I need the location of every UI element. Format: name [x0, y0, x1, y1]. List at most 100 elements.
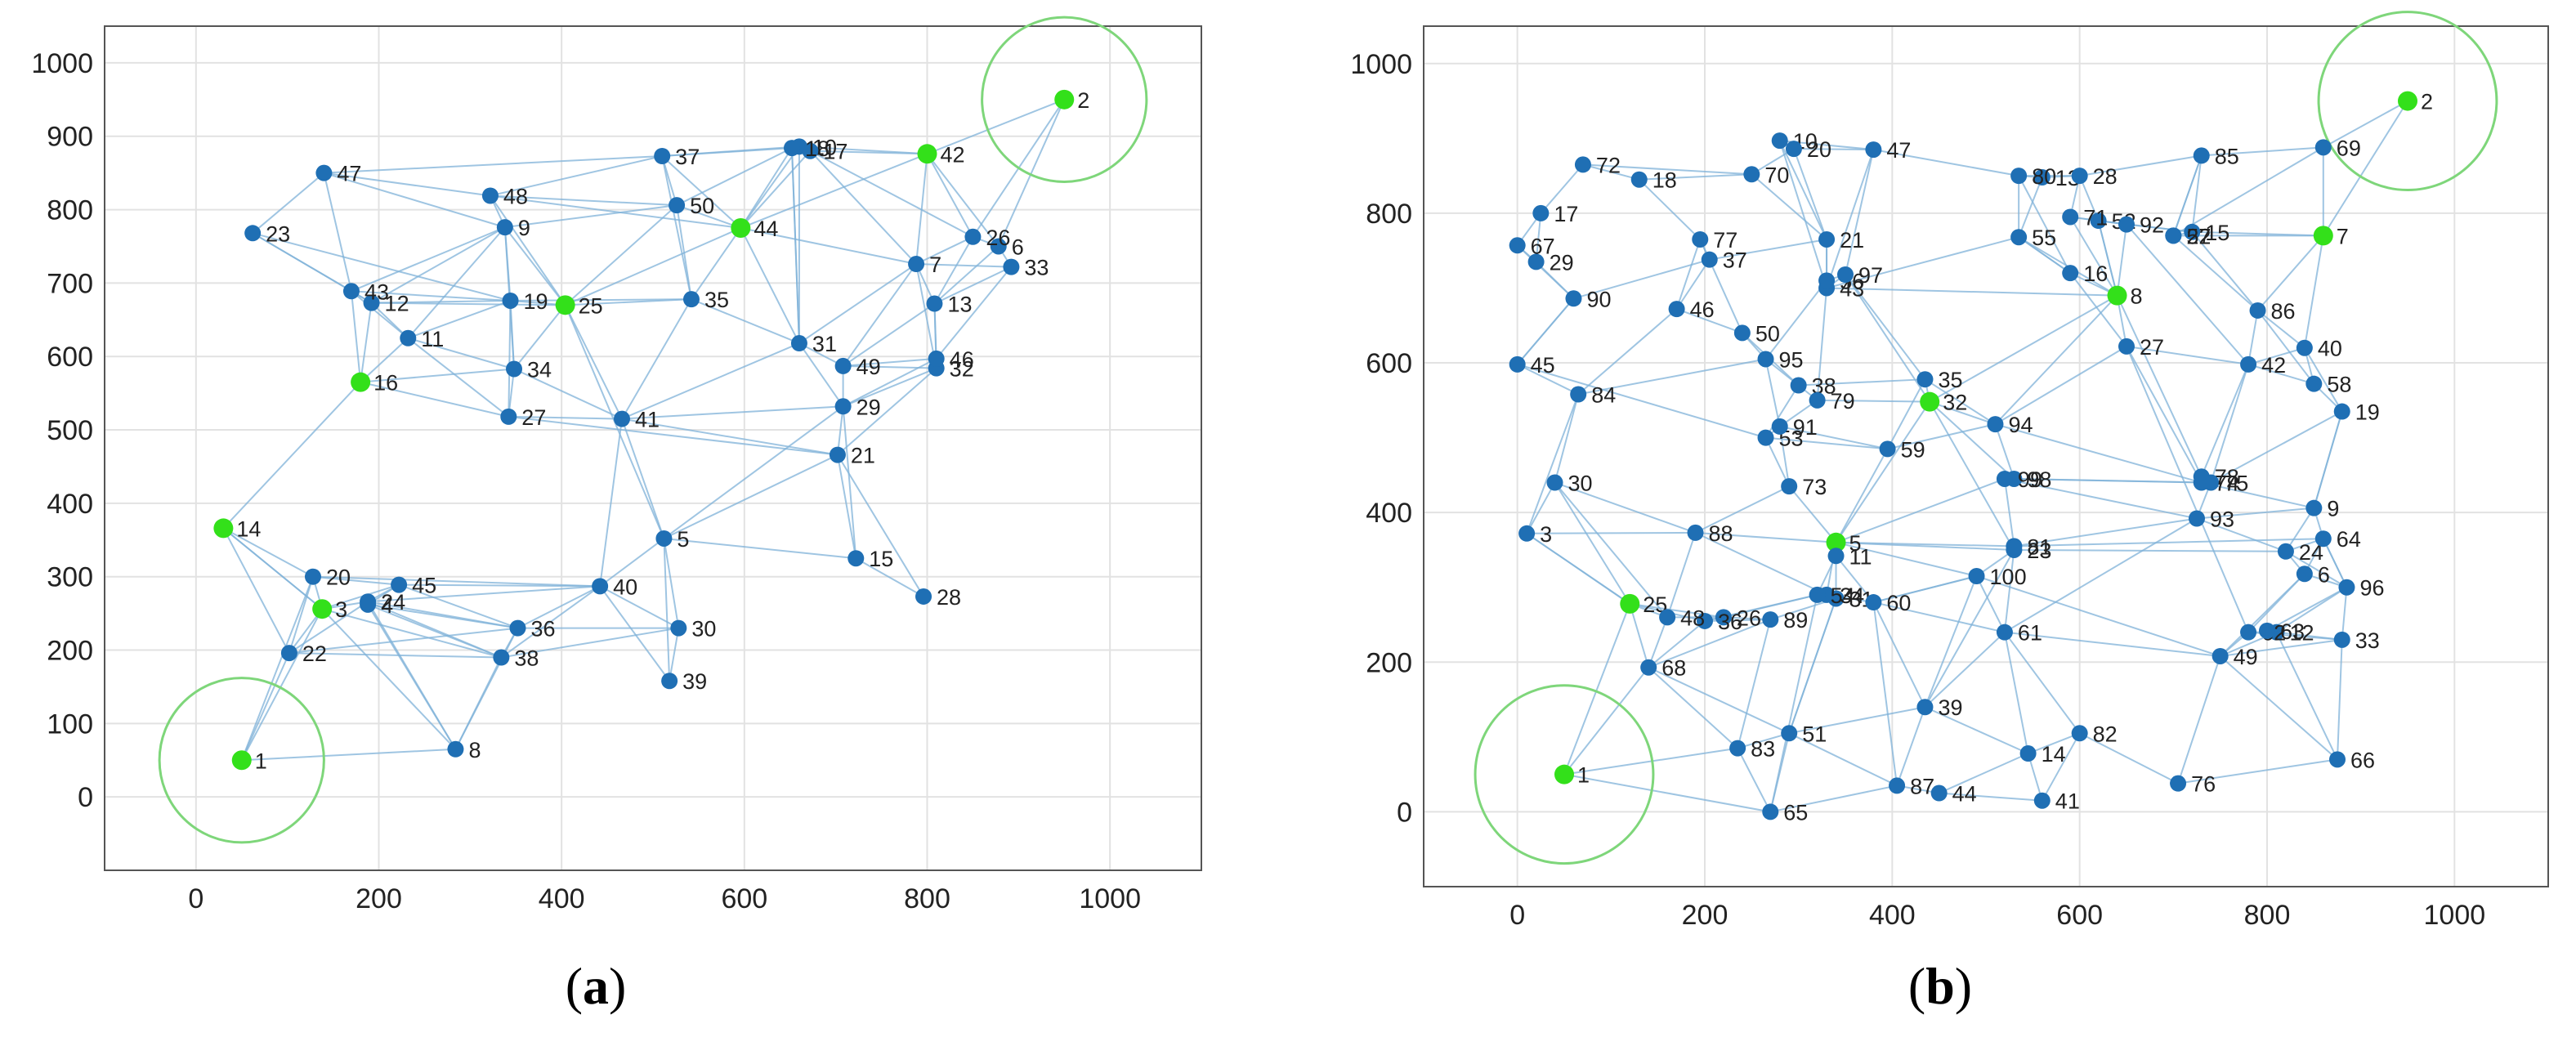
edge: [1695, 531, 1827, 596]
edge: [351, 290, 511, 302]
edge: [2126, 346, 2249, 633]
node-label: 32: [1943, 391, 1967, 415]
node-label: 45: [412, 574, 436, 598]
node-label: 40: [613, 574, 637, 599]
edge: [360, 302, 373, 382]
edge: [371, 226, 506, 304]
node-label: 5: [677, 527, 689, 552]
node: [2170, 775, 2187, 792]
node: [1733, 324, 1751, 342]
edge: [360, 381, 509, 418]
grid: [1424, 26, 2548, 887]
edge: [367, 601, 457, 750]
edge: [2256, 310, 2305, 349]
node-label: 14: [236, 516, 261, 541]
node: [670, 619, 687, 637]
edge: [1779, 425, 1888, 450]
edge: [1695, 485, 1790, 534]
node-label: 36: [1718, 610, 1742, 634]
x-tick-label: 1000: [2424, 900, 2486, 931]
edge: [790, 148, 800, 344]
edge: [1872, 601, 1926, 708]
edge: [222, 527, 323, 610]
node: [1527, 253, 1545, 270]
node: [2314, 530, 2332, 548]
edge: [240, 608, 324, 761]
edge: [1648, 617, 1669, 668]
edge: [1929, 400, 2015, 480]
edge: [663, 538, 680, 628]
node-label: 37: [1723, 248, 1747, 273]
node: [1916, 371, 1934, 388]
node: [1818, 272, 1836, 289]
node: [1865, 594, 1882, 611]
y-tick-label: 1000: [31, 48, 93, 79]
node-label: 46: [950, 347, 974, 372]
node: [1565, 290, 1582, 307]
node-label: 83: [1751, 737, 1775, 762]
edge: [837, 367, 937, 456]
node: [304, 568, 321, 585]
node: [2189, 510, 2205, 527]
edge: [1827, 287, 2118, 297]
node-label: 50: [690, 194, 714, 218]
node-label: 30: [1568, 472, 1593, 496]
node: [834, 398, 852, 415]
y-tick-label: 200: [1366, 647, 1412, 678]
edge: [599, 585, 679, 629]
node-label: 37: [675, 145, 700, 169]
edge: [1788, 732, 1898, 787]
node-label: 26: [1737, 606, 1761, 630]
edge: [1695, 531, 1836, 543]
y-tick-label: 700: [47, 268, 93, 299]
edge: [2256, 310, 2315, 385]
node: [2010, 168, 2028, 185]
node-label: 1: [1577, 763, 1590, 788]
edge: [288, 627, 518, 655]
edge: [1517, 363, 1579, 396]
edge: [1778, 140, 1827, 240]
edge: [798, 342, 844, 407]
node: [908, 256, 925, 273]
node-label: 54: [1831, 583, 1855, 608]
y-tick-label: 800: [47, 195, 93, 226]
node-label: 34: [1840, 583, 1864, 608]
edge: [1527, 531, 1696, 534]
node: [280, 645, 297, 662]
edge: [855, 557, 924, 597]
node-label: 33: [1024, 256, 1049, 280]
plot-area: [1424, 26, 2548, 887]
node: [2338, 579, 2355, 596]
y-tick-label: 1000: [1350, 49, 1412, 80]
edge: [2004, 517, 2198, 633]
edge: [662, 147, 793, 157]
edge: [1516, 244, 1575, 300]
node-label: 21: [851, 444, 875, 468]
node: [2333, 403, 2350, 420]
edge: [508, 415, 839, 456]
edge: [1835, 401, 1931, 543]
edge: [1709, 238, 1827, 261]
node: [2329, 751, 2346, 768]
edge: [1676, 308, 1743, 334]
edge: [1675, 259, 1711, 310]
edge: [933, 245, 1000, 305]
edge: [1737, 619, 1772, 749]
edge: [843, 367, 937, 408]
node: [2118, 216, 2135, 233]
node: [2314, 139, 2332, 156]
edge: [2028, 732, 2081, 754]
edge: [407, 300, 511, 339]
edge: [2069, 272, 2127, 347]
node-label: 34: [527, 357, 552, 382]
node: [990, 238, 1007, 255]
edge: [312, 575, 400, 586]
node: [592, 578, 609, 595]
edge: [836, 454, 857, 559]
node-label: 7: [2337, 224, 2349, 248]
node-label: 86: [2271, 299, 2296, 324]
edge: [2220, 655, 2338, 761]
edge: [2079, 732, 2179, 784]
node: [2193, 468, 2210, 485]
y-tick-label: 0: [1397, 797, 1412, 828]
